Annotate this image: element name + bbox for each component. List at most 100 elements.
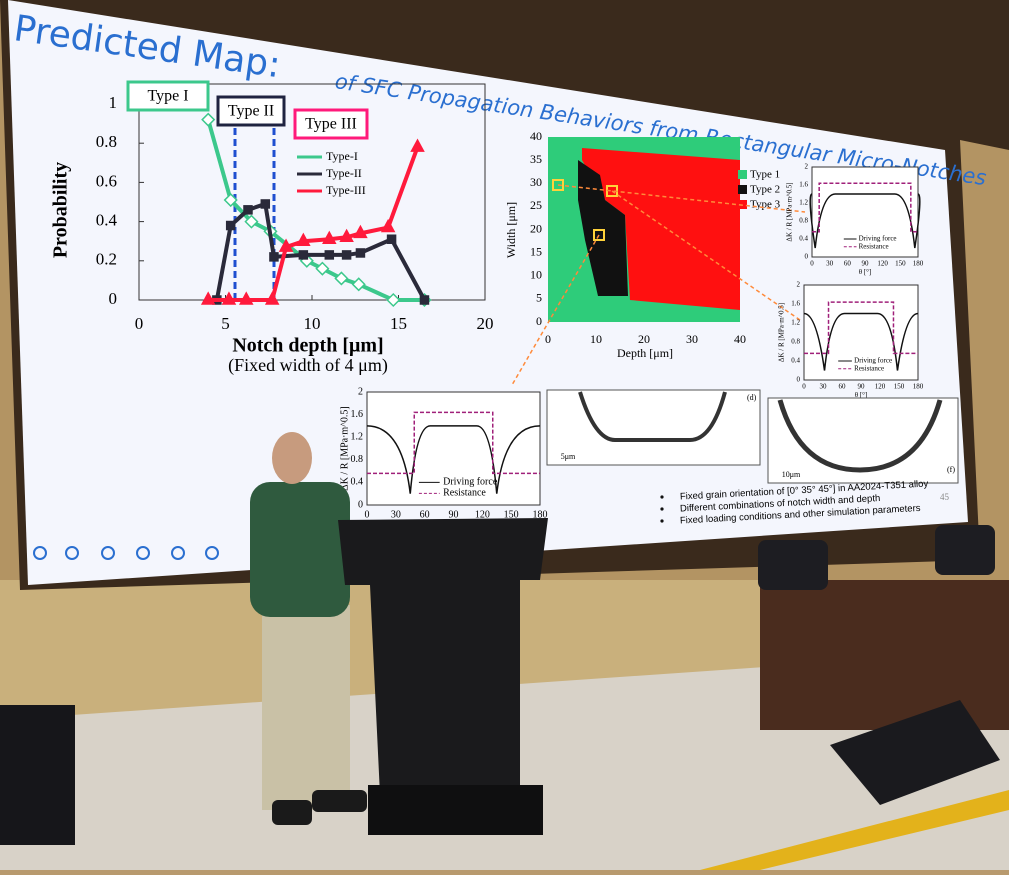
small-x-tick: 150 — [504, 509, 519, 520]
shoe — [312, 790, 367, 812]
map-x-tick: 10 — [590, 332, 602, 346]
x-axis-label: Notch depth [μm] — [232, 335, 383, 357]
bullet-dot — [660, 495, 664, 499]
map-y-tick: 30 — [530, 175, 542, 189]
x-tick-label: 5 — [221, 314, 230, 333]
small-x-tick: 0 — [802, 383, 806, 391]
region-box — [126, 80, 210, 112]
small-x-tick: 120 — [877, 260, 888, 268]
marker — [296, 232, 311, 246]
map-x-tick: 30 — [686, 332, 698, 346]
toolbar-icon[interactable] — [101, 546, 115, 560]
small-x-tick: 180 — [533, 509, 548, 520]
map-y-tick: 5 — [536, 291, 542, 305]
marker — [221, 291, 237, 305]
map-y-label: Width [μm] — [504, 202, 518, 258]
map-y-tick: 25 — [530, 198, 542, 212]
marker — [243, 205, 253, 215]
marker — [298, 250, 309, 260]
region-box — [216, 95, 286, 127]
marker — [322, 230, 337, 244]
small-x-tick: 90 — [862, 260, 870, 268]
panel-label: (d) — [747, 393, 757, 402]
small-x-tick: 120 — [475, 509, 490, 520]
x-tick-label: 10 — [304, 314, 321, 333]
small-y-tick: 0 — [358, 499, 363, 510]
small-x-tick: 0 — [365, 509, 370, 520]
toolbar-icon[interactable] — [65, 546, 79, 560]
small-x-tick: 180 — [913, 383, 924, 391]
driving-curve — [809, 193, 921, 249]
driving-curve — [803, 312, 919, 371]
region-box — [293, 108, 369, 140]
map-type2 — [578, 160, 628, 296]
panel-label: (f) — [947, 465, 955, 474]
toolbar-icon[interactable] — [136, 546, 150, 560]
scale-label: 5μm — [561, 452, 576, 461]
micro-shape — [777, 399, 943, 473]
map-y-tick: 0 — [536, 314, 542, 328]
slide-content: Predicted Map:of SFC Propagation Behavio… — [11, 8, 988, 560]
marker — [324, 250, 335, 260]
bullet-dot — [660, 507, 664, 511]
toolbar-icon[interactable] — [33, 546, 47, 560]
chair — [935, 525, 995, 575]
shoe — [272, 800, 312, 825]
small-y-tick: 0.4 — [351, 477, 364, 488]
y-tick-label: 1 — [109, 93, 118, 112]
micro-image — [546, 389, 761, 466]
region-label: Type III — [305, 116, 357, 133]
page-number: 45 — [940, 492, 950, 502]
marker — [225, 220, 236, 231]
small-x-tick: 30 — [820, 383, 828, 391]
marker — [223, 192, 238, 208]
toolbar-icon[interactable] — [205, 546, 219, 560]
marker — [201, 112, 216, 127]
map-y-tick: 40 — [530, 129, 542, 143]
map-x-tick: 20 — [638, 332, 650, 346]
marker — [334, 271, 349, 286]
small-x-tick: 90 — [858, 383, 866, 391]
marker — [200, 291, 216, 305]
marker — [419, 295, 430, 305]
small-y-tick: 0 — [797, 376, 801, 384]
resistance-curve — [804, 301, 918, 355]
chair — [758, 540, 828, 590]
legend-label: Type-III — [326, 183, 366, 197]
small-x-tick: 180 — [913, 260, 924, 268]
small-legend-label: Driving force — [859, 235, 897, 243]
small-y-label: ΔK / R [MPa·m^0.5] — [786, 182, 794, 241]
y-tick-label: 0.8 — [96, 132, 117, 151]
small-y-tick: 0.4 — [791, 357, 800, 365]
legend-label: Type-II — [326, 166, 362, 180]
map-y-tick: 35 — [530, 152, 542, 166]
small-legend-label: Driving force — [443, 477, 498, 488]
x-tick-label: 15 — [390, 314, 407, 333]
marker — [339, 228, 354, 243]
map-y-tick: 15 — [530, 244, 542, 258]
small-y-tick: 1.6 — [351, 409, 364, 420]
map-link — [611, 190, 801, 321]
marker — [315, 261, 330, 276]
y-axis-label: Probability — [50, 162, 72, 258]
small-y-tick: 1.2 — [791, 319, 800, 327]
y-tick-label: 0 — [109, 289, 118, 308]
toolbar-icon[interactable] — [171, 546, 185, 560]
desk — [760, 580, 1009, 730]
small-y-tick: 1.2 — [799, 199, 808, 207]
marker — [353, 224, 368, 239]
map-x-tick: 0 — [545, 332, 551, 346]
resistance-curve — [367, 411, 540, 475]
map-y-tick: 10 — [530, 268, 542, 282]
small-y-tick: 0.4 — [799, 235, 808, 243]
small-y-tick: 0 — [805, 253, 809, 261]
small-x-tick: 60 — [839, 383, 847, 391]
small-y-tick: 1.2 — [351, 431, 364, 442]
marker — [269, 252, 279, 262]
marker — [380, 218, 396, 233]
map-x-tick: 40 — [734, 332, 746, 346]
marker — [341, 250, 352, 260]
small-y-tick: 2 — [805, 163, 809, 171]
small-x-tick: 30 — [826, 260, 834, 268]
